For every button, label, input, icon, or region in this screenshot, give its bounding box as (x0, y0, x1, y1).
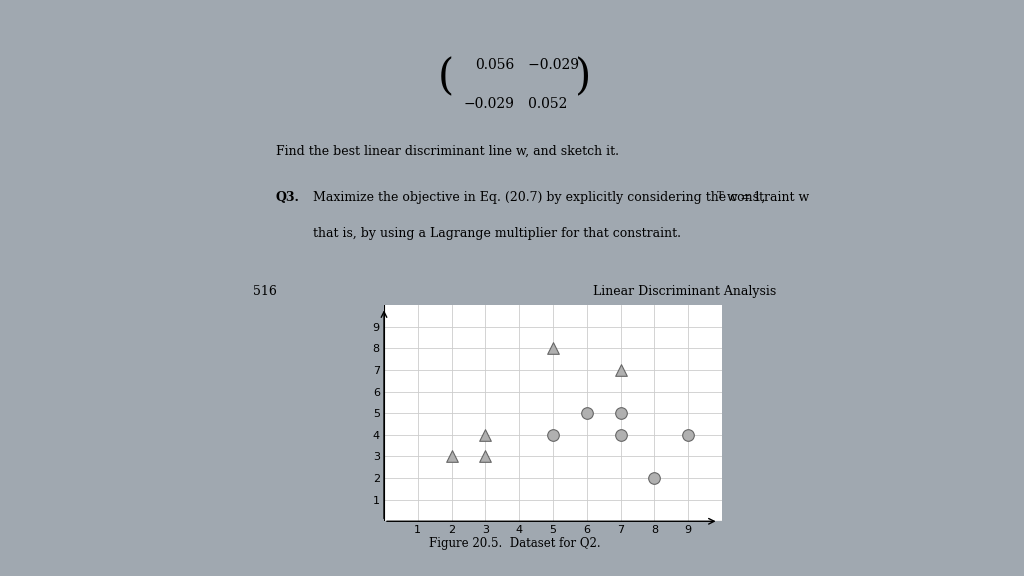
Point (477, 452, 494, 461)
Text: 0.052: 0.052 (515, 97, 567, 111)
Point (612, 409, 629, 418)
Point (477, 430, 494, 439)
Text: Maximize the objective in Eq. (20.7) by explicitly considering the constraint w: Maximize the objective in Eq. (20.7) by … (312, 191, 809, 204)
Point (612, 366, 629, 375)
Text: Linear Discriminant Analysis: Linear Discriminant Analysis (593, 285, 776, 298)
Text: ): ) (574, 56, 591, 98)
Text: T: T (717, 191, 724, 200)
Text: −0.029: −0.029 (464, 97, 515, 111)
Text: −0.029: −0.029 (515, 58, 579, 72)
Text: that is, by using a Lagrange multiplier for that constraint.: that is, by using a Lagrange multiplier … (312, 227, 681, 240)
Text: Find the best linear discriminant line w, and sketch it.: Find the best linear discriminant line w… (275, 145, 618, 158)
Point (579, 409, 595, 418)
Point (545, 344, 561, 353)
Text: 0.056: 0.056 (475, 58, 515, 72)
Point (646, 473, 663, 483)
Point (545, 430, 561, 439)
Text: Q3.: Q3. (275, 191, 300, 204)
Text: w = 1,: w = 1, (727, 191, 765, 204)
Text: 516: 516 (253, 285, 278, 298)
Point (680, 430, 696, 439)
Text: Figure 20.5.  Dataset for Q2.: Figure 20.5. Dataset for Q2. (429, 537, 600, 550)
Point (612, 430, 629, 439)
Point (443, 452, 460, 461)
Text: (: ( (438, 56, 455, 98)
